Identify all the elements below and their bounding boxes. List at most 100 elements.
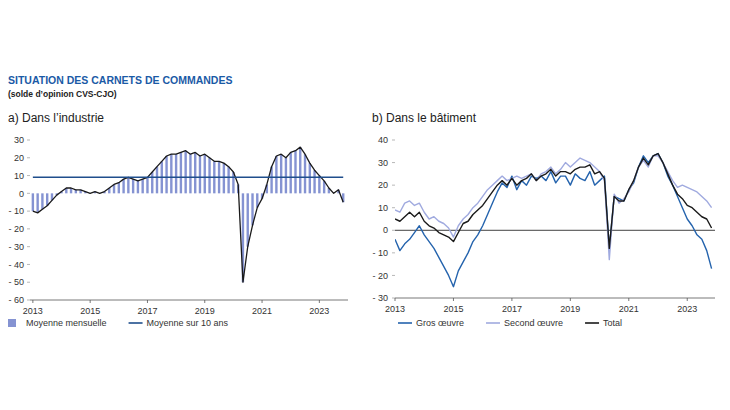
y-tick: [27, 264, 30, 265]
legend-item: Total: [585, 318, 622, 328]
bar: [313, 170, 315, 193]
x-axis-line: [395, 298, 715, 299]
y-tick: [27, 211, 30, 212]
x-tick-label: 2017: [137, 306, 157, 316]
y-tick-label: - 30: [372, 293, 388, 303]
bar: [137, 181, 139, 193]
x-tick-label: 2019: [195, 306, 215, 316]
y-tick-label: - 10: [372, 248, 388, 258]
x-tick: [511, 298, 512, 301]
legend-item: Second œuvre: [486, 318, 563, 328]
legend-swatch: [585, 322, 599, 324]
x-axis-line: [30, 300, 348, 301]
title: SITUATION DES CARNETS DE COMMANDES: [8, 74, 232, 86]
y-tick: [27, 193, 30, 194]
series-line: [33, 147, 343, 282]
chart-canvas: SITUATION DES CARNETS DE COMMANDES (solde…: [0, 0, 730, 410]
bar: [199, 156, 201, 193]
bar: [41, 193, 43, 209]
legend-item: Gros œuvre: [398, 318, 464, 328]
series-line: [33, 177, 343, 179]
x-tick-label: 2013: [385, 304, 405, 314]
legend-label: Moyenne sur 10 ans: [147, 318, 229, 328]
bar: [151, 172, 153, 193]
bar: [132, 179, 134, 193]
y-tick: [27, 246, 30, 247]
y-tick: [27, 228, 30, 229]
bar: [309, 163, 311, 193]
panel: a) Dans l’industrie- 60- 50- 40- 30- 20-…: [8, 111, 348, 328]
y-tick-label: 0: [383, 225, 388, 235]
y-tick-label: 0: [19, 189, 24, 199]
x-tick: [395, 298, 396, 301]
bar: [127, 177, 129, 193]
y-tick: [392, 252, 395, 253]
x-tick: [204, 300, 205, 303]
y-tick-label: 20: [14, 153, 24, 163]
y-tick-label: - 10: [8, 206, 24, 216]
bar: [118, 183, 120, 194]
bar: [36, 193, 38, 213]
y-tick-label: - 40: [8, 260, 24, 270]
legend-item: Moyenne mensuelle: [8, 318, 107, 328]
y-tick-label: - 60: [8, 295, 24, 305]
y-tick-label: - 20: [372, 271, 388, 281]
x-tick: [628, 298, 629, 301]
y-tick-label: 20: [378, 180, 388, 190]
plot-area: [395, 154, 715, 287]
x-tick: [687, 298, 688, 301]
bar: [189, 154, 191, 193]
legend-swatch: [398, 322, 412, 324]
legend-swatch: [8, 319, 16, 327]
bar: [122, 179, 124, 193]
y-tick: [392, 230, 395, 231]
y-tick: [392, 140, 395, 141]
x-tick: [32, 300, 33, 303]
x-tick: [90, 300, 91, 303]
x-tick-label: 2019: [560, 304, 580, 314]
zero-line: [395, 230, 715, 231]
y-tick-label: 30: [14, 135, 24, 145]
panel: b) Dans le bâtiment- 30- 20- 10010203040…: [372, 111, 715, 328]
x-tick-label: 2017: [502, 304, 522, 314]
bar: [194, 152, 196, 193]
x-tick-label: 2021: [252, 306, 272, 316]
series-line: [395, 156, 712, 260]
y-tick-label: 30: [378, 158, 388, 168]
bar: [146, 177, 148, 193]
bar: [285, 158, 287, 194]
x-tick: [147, 300, 148, 303]
bar: [275, 156, 277, 193]
bar: [156, 167, 158, 194]
series-line: [395, 154, 712, 249]
y-tick: [27, 300, 30, 301]
legend-swatch: [129, 322, 143, 324]
plot-area: [32, 147, 345, 282]
bar: [223, 163, 225, 193]
x-tick-label: 2021: [619, 304, 639, 314]
legend-label: Moyenne mensuelle: [26, 318, 107, 328]
y-tick-label: 10: [14, 171, 24, 181]
y-tick: [27, 140, 30, 141]
legend-label: Gros œuvre: [416, 318, 464, 328]
y-tick: [27, 175, 30, 176]
bar: [165, 156, 167, 193]
y-tick: [392, 275, 395, 276]
x-tick-label: 2013: [23, 306, 43, 316]
x-tick: [570, 298, 571, 301]
x-tick-label: 2015: [80, 306, 100, 316]
bar: [204, 154, 206, 193]
y-tick-label: 40: [378, 135, 388, 145]
y-tick-label: - 30: [8, 242, 24, 252]
x-tick: [453, 298, 454, 301]
y-tick: [27, 157, 30, 158]
bar: [290, 152, 292, 193]
x-tick-label: 2015: [443, 304, 463, 314]
bar: [170, 154, 172, 193]
subtitle: (solde d’opinion CVS-CJO): [8, 89, 117, 99]
x-tick-label: 2023: [677, 304, 697, 314]
legend-swatch: [486, 322, 500, 324]
series-line: [395, 154, 712, 287]
y-tick: [392, 298, 395, 299]
bar: [32, 193, 34, 211]
